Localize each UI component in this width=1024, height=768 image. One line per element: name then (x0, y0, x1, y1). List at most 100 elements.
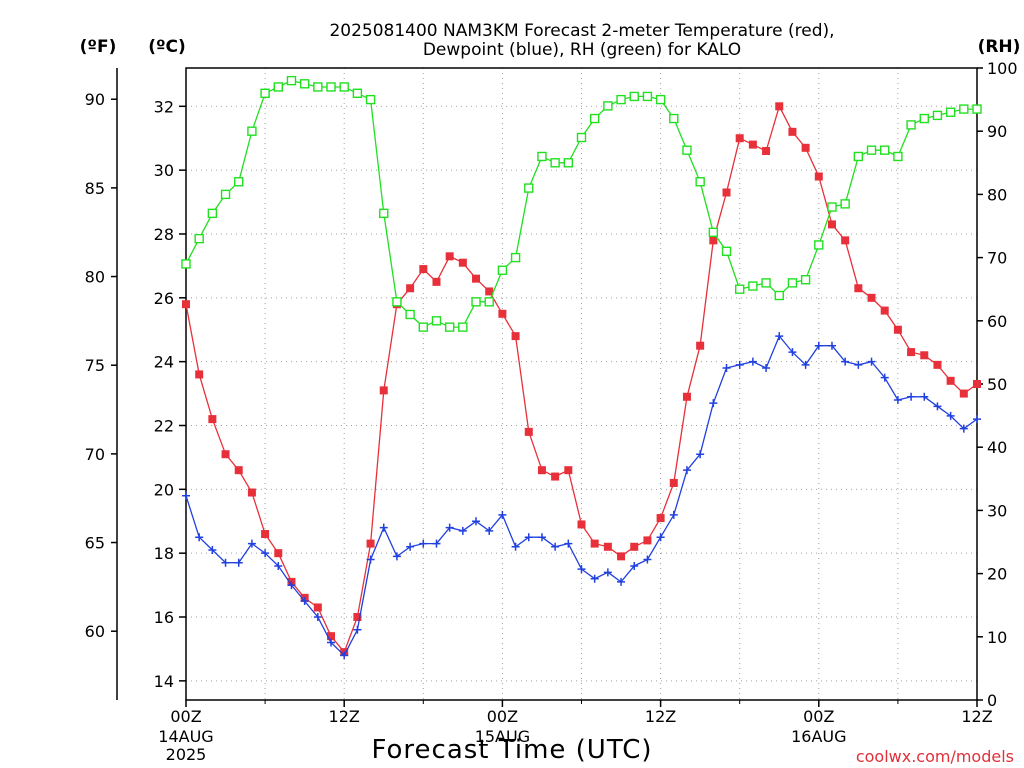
fahrenheit-tick-label: 80 (85, 268, 105, 287)
dewpoint-point (801, 360, 810, 369)
x-tick-label: 00Z (170, 707, 201, 726)
temperature-point (854, 284, 863, 293)
x-tick-label: 12Z (329, 707, 360, 726)
rh-point (431, 316, 442, 326)
rh-point (721, 246, 732, 256)
dewpoint-point (432, 539, 441, 548)
dewpoint-point (564, 539, 573, 548)
rh-point (273, 82, 283, 92)
temperature-point (643, 536, 652, 545)
dewpoint-point (893, 395, 902, 404)
celsius-tick-label: 30 (154, 161, 174, 180)
x-tick-label: 12Z (961, 707, 992, 726)
rh-point (682, 145, 692, 155)
dewpoint-point (722, 364, 731, 373)
dewpoint-point (327, 638, 336, 647)
dewpoint-point (933, 402, 942, 411)
rh-point (286, 75, 297, 86)
celsius-tick-label: 14 (154, 672, 174, 691)
temperature-point (748, 140, 757, 149)
rh-point (827, 202, 837, 212)
dewpoint-point (392, 552, 401, 561)
rh-point (220, 189, 231, 200)
year-label: 2025 (166, 745, 207, 764)
fahrenheit-tick-label: 75 (85, 356, 105, 375)
temperature-point (472, 274, 481, 283)
rh-point (247, 126, 257, 136)
rh-point (563, 158, 574, 168)
dewpoint-point (458, 526, 467, 535)
chart-title-line1: 2025081400 NAM3KM Forecast 2-meter Tempe… (329, 21, 834, 41)
dewpoint-point (709, 399, 718, 408)
rh-point (814, 240, 824, 250)
rh-point (194, 233, 204, 244)
rh-point (787, 278, 798, 288)
temperature-point (788, 127, 797, 136)
temperature-point (907, 348, 916, 357)
rh-point (497, 265, 508, 275)
temperature-point (682, 392, 691, 401)
celsius-tick-label: 32 (154, 97, 174, 116)
rh-point (959, 104, 969, 114)
temperature-point (577, 520, 586, 529)
rh-point (352, 88, 363, 98)
rh-point (234, 177, 244, 187)
dewpoint-point (261, 549, 270, 558)
rh-tick-label: 60 (987, 312, 1007, 331)
celsius-tick-label: 28 (154, 225, 174, 244)
rh-point (840, 199, 850, 209)
rh-point (655, 94, 666, 105)
dewpoint-point (577, 565, 586, 574)
temperature-point (564, 466, 573, 475)
rh-point (906, 120, 916, 130)
rh-point (471, 297, 481, 307)
temperature-point (880, 306, 889, 315)
rh-point (365, 94, 376, 105)
dewpoint-point (366, 555, 375, 564)
temperature-point (379, 386, 388, 395)
temperature-point (617, 552, 626, 561)
dewpoint-point (537, 533, 546, 542)
temperature-point (893, 325, 902, 334)
dewpoint-point (907, 392, 916, 401)
dewpoint-point (841, 357, 850, 366)
rh-point (708, 227, 719, 238)
rh-point (484, 297, 494, 307)
dewpoint-point (406, 542, 415, 551)
date-label: 15AUG (475, 727, 530, 746)
temperature-point (590, 539, 599, 548)
rh-point (893, 151, 903, 162)
rh-point (642, 91, 653, 102)
celsius-tick-label: 20 (154, 480, 174, 499)
rh-tick-label: 80 (987, 185, 1007, 204)
date-label: 16AUG (791, 727, 846, 746)
temperature-point (182, 300, 190, 309)
rh-point (774, 290, 784, 301)
rh-point (735, 284, 745, 294)
credit-text: coolwx.com/models (856, 747, 1014, 766)
rh-point (537, 151, 547, 162)
grid-lines (186, 68, 977, 700)
rh-tick-label: 40 (987, 438, 1007, 457)
dewpoint-point (274, 561, 283, 570)
dewpoint-point (340, 651, 349, 660)
dewpoint-point (827, 341, 836, 350)
dewpoint-point (419, 539, 428, 548)
temperature-point (445, 252, 454, 261)
dewpoint-point (617, 577, 626, 586)
dewpoint-point (313, 613, 322, 622)
temperature-point (551, 472, 560, 481)
rh-point (866, 145, 877, 155)
temperature-point (946, 376, 955, 385)
temperature-point (524, 427, 533, 436)
date-label: 14AUG (158, 727, 213, 746)
rh-point (880, 145, 890, 155)
temperature-point (274, 549, 283, 558)
rh-point (932, 110, 943, 121)
tick-labels: 60 65 70 75 80 85 90 14 16 18 20 22 24 26 28 30 32 0 10 20 3… (85, 59, 1018, 764)
rh-point (181, 259, 191, 269)
temperature-point (669, 478, 678, 487)
rh-point (392, 297, 402, 307)
x-tick-label: 00Z (487, 707, 518, 726)
temperature-point (933, 360, 942, 369)
